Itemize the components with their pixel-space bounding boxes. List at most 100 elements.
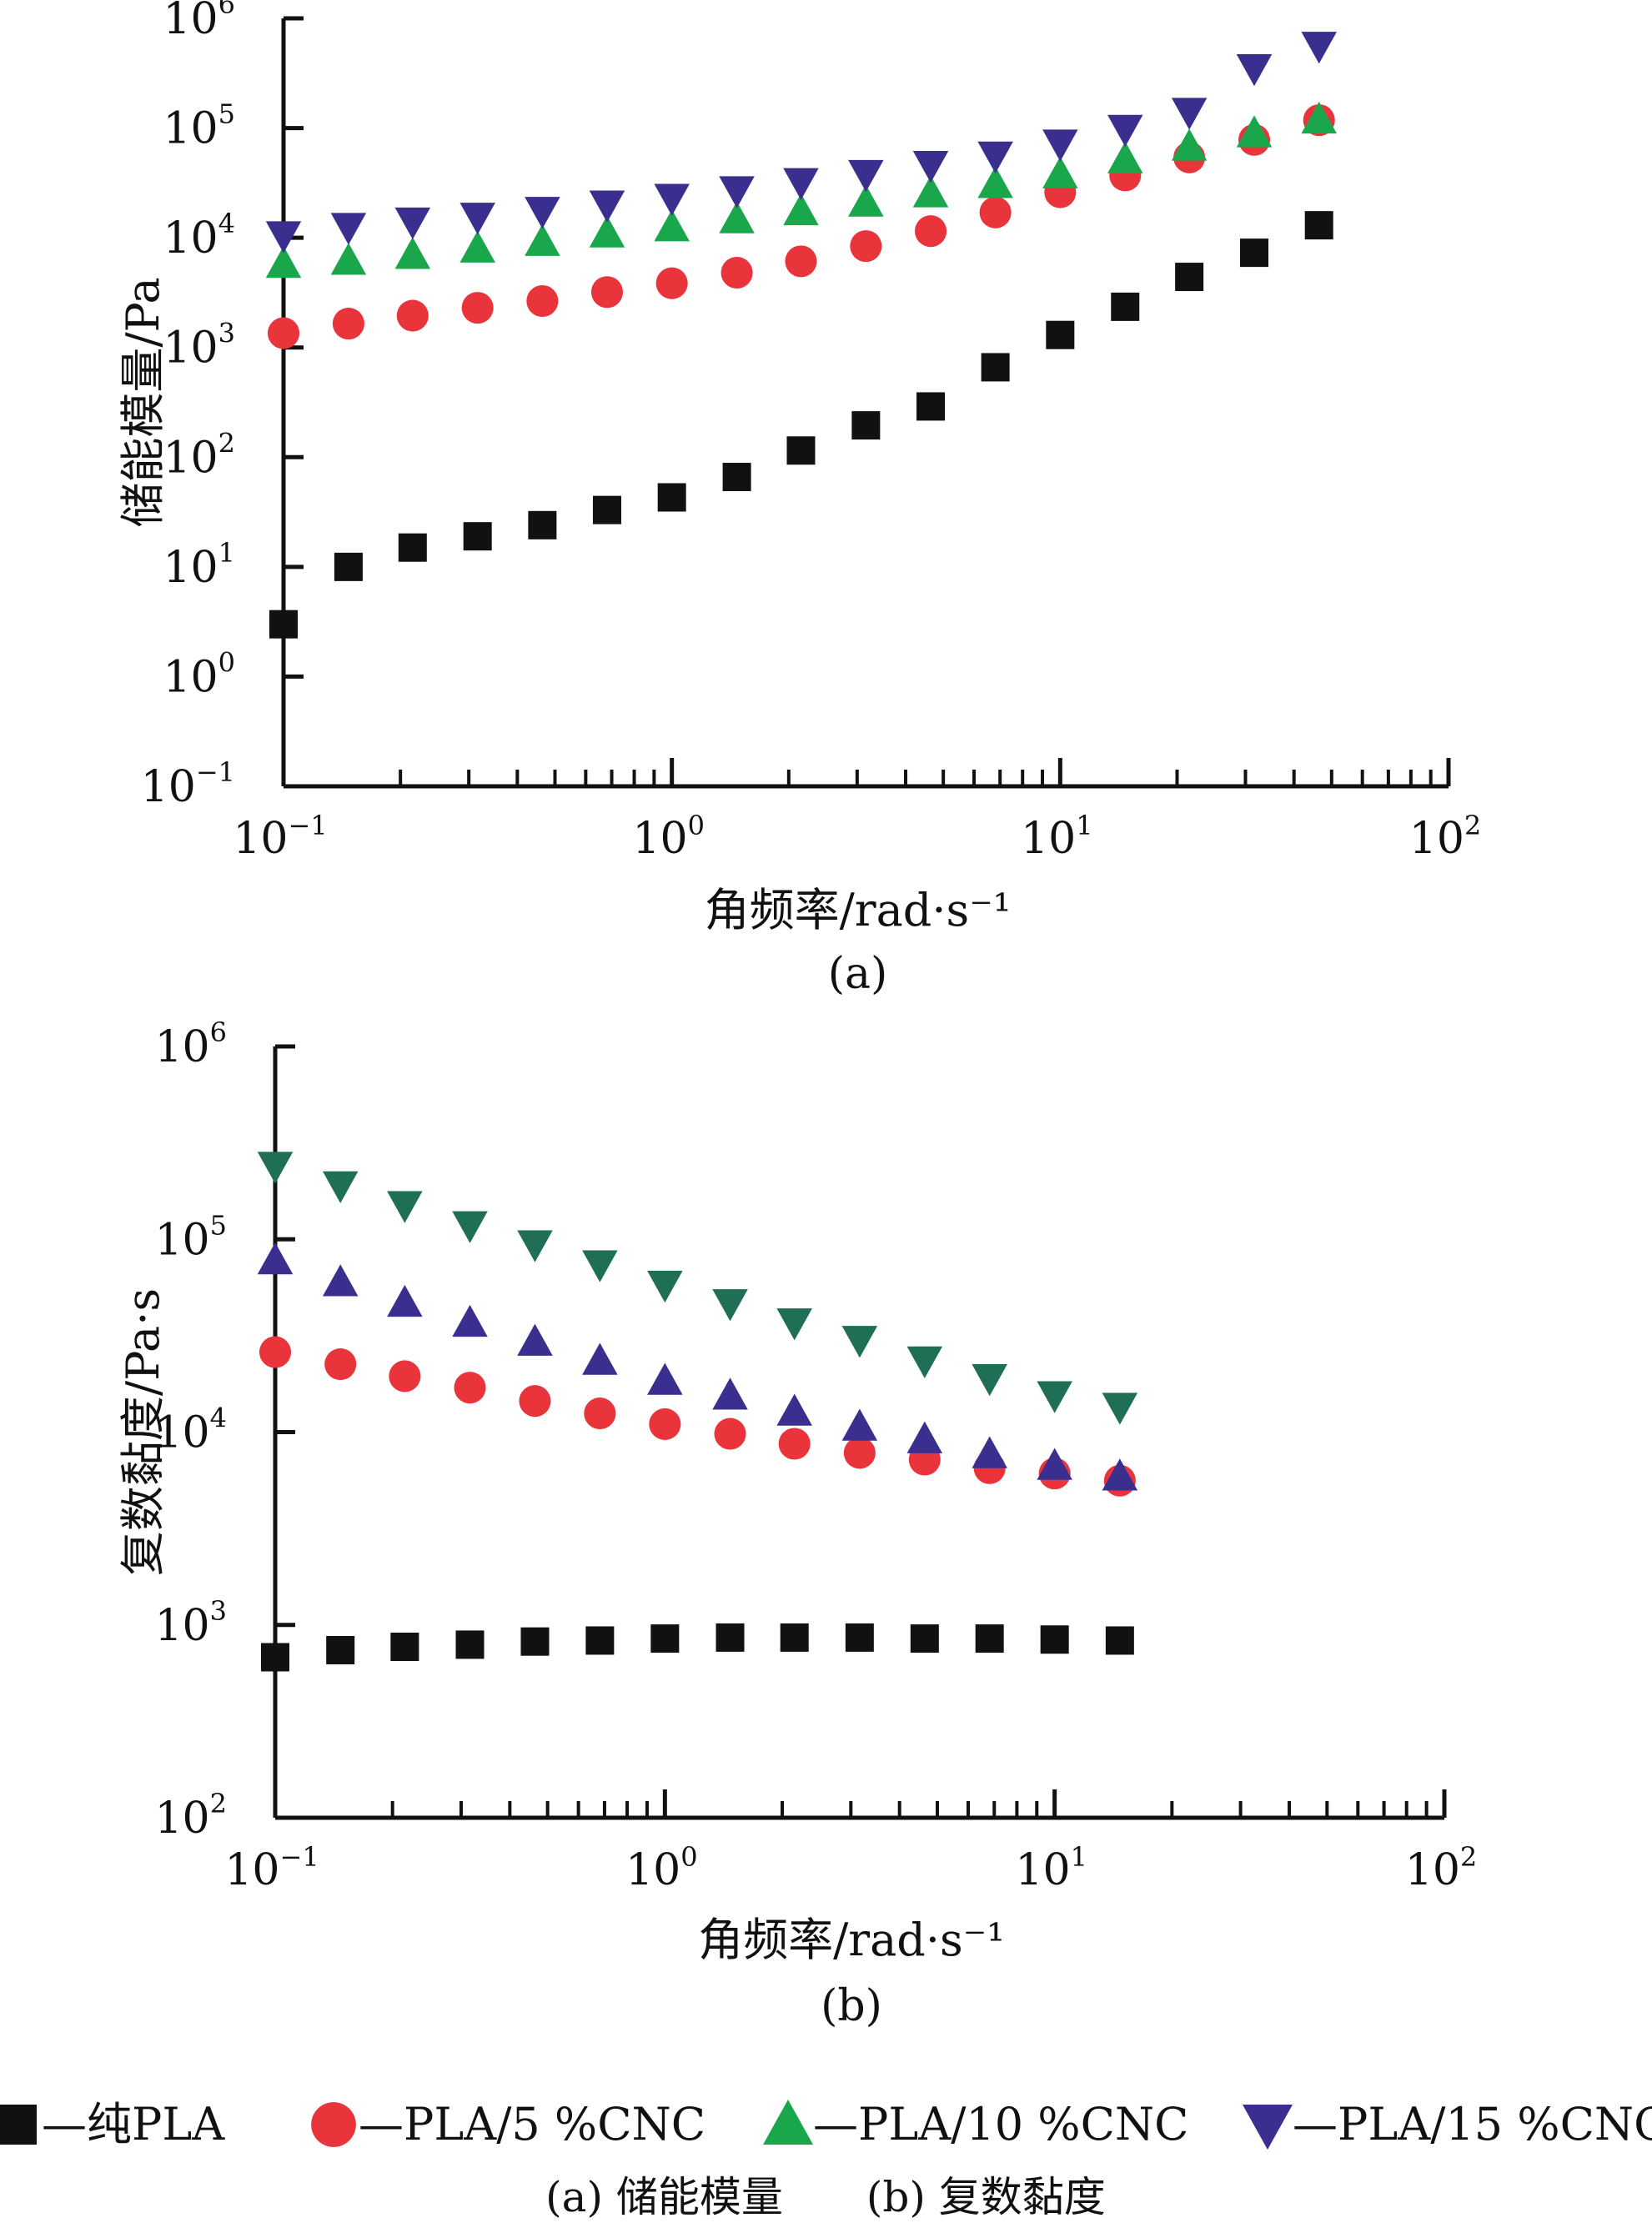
data-point (1171, 128, 1208, 161)
data-point (330, 213, 367, 245)
y-axis-title: 复数黏度/Pa·s (117, 1288, 169, 1576)
series-2 (265, 101, 1337, 278)
data-point (324, 1348, 357, 1381)
data-point (851, 411, 881, 440)
data-point (1102, 1392, 1138, 1425)
legend-item: —PLA/5 %CNC (311, 2098, 705, 2150)
data-point (589, 215, 625, 248)
data-point (520, 1627, 550, 1656)
legend-item: —纯PLA (0, 2098, 225, 2150)
data-point (259, 1336, 292, 1368)
legend: —纯PLA —PLA/5 %CNC —PLA/10 %CNC —PLA/15 %CNC (0, 2098, 1652, 2150)
data-point (590, 276, 624, 309)
data-point (1042, 156, 1078, 188)
data-point (981, 353, 1010, 382)
x-tick-label: 101 (1021, 810, 1093, 864)
data-point (584, 1398, 616, 1430)
data-point (850, 230, 882, 263)
data-point (977, 166, 1013, 198)
data-point (848, 184, 884, 217)
data-point (916, 392, 946, 421)
data-point (647, 1270, 683, 1303)
x-axis-title: 角频率/rad·s⁻¹ (698, 1914, 1005, 1966)
series-3 (265, 32, 1337, 253)
data-point (783, 193, 819, 226)
data-point (649, 1408, 681, 1440)
y-tick-label: 100 (163, 646, 235, 702)
data-point (915, 215, 947, 248)
data-point (975, 1624, 1004, 1653)
y-tick-label: 103 (163, 318, 235, 374)
data-point (459, 230, 495, 263)
data-point (322, 1171, 359, 1204)
legend-item: —PLA/15 %CNC (1243, 2098, 1652, 2150)
x-tick-label: 100 (632, 810, 705, 864)
data-point (454, 1372, 486, 1404)
legend-label: —PLA/10 %CNC (813, 2098, 1188, 2150)
data-point (582, 1250, 618, 1282)
data-point (721, 257, 753, 289)
x-tick-label: 102 (1409, 810, 1482, 864)
data-point (1236, 53, 1273, 87)
data-point (1037, 1448, 1072, 1480)
data-point (525, 197, 560, 229)
data-point (716, 1623, 745, 1652)
data-point (780, 1623, 809, 1652)
data-point (1037, 1381, 1072, 1413)
legend-label: —PLA/5 %CNC (359, 2098, 705, 2150)
data-point (322, 1264, 359, 1297)
panel-a: 10−1 100 101 102 10−1 100 101 102 103 104 105 106 角频… (117, 0, 1481, 999)
data-point (525, 223, 560, 256)
data-point (463, 522, 492, 551)
legend-label: —纯PLA (42, 2098, 225, 2150)
data-point (786, 436, 816, 465)
series-2 (257, 1242, 1138, 1491)
series-0 (261, 1623, 1134, 1672)
data-point (592, 495, 621, 524)
data-point (582, 1342, 618, 1375)
data-point (719, 176, 755, 208)
y-tick-label: 102 (163, 427, 235, 483)
data-point (526, 284, 559, 318)
x-tick-label: 10−1 (224, 1841, 319, 1895)
data-point (841, 1326, 878, 1358)
data-point (257, 1242, 294, 1275)
data-point (1042, 129, 1078, 162)
data-point (517, 1230, 553, 1262)
data-point (387, 1284, 423, 1317)
data-point (452, 1211, 488, 1243)
data-point (589, 190, 625, 223)
data-point (267, 317, 300, 349)
data-point (912, 150, 949, 183)
data-point (906, 1421, 943, 1453)
data-point (1107, 141, 1143, 173)
data-point (841, 1408, 878, 1441)
data-point (1304, 211, 1333, 240)
data-point (1236, 115, 1273, 148)
data-point (972, 1364, 1007, 1397)
data-point (265, 246, 302, 278)
x-axis-title: 角频率/rad·s⁻¹ (705, 884, 1012, 936)
y-tick-label: 104 (163, 208, 235, 263)
data-point (1105, 1626, 1134, 1655)
data-point (1301, 32, 1337, 64)
data-point (845, 1623, 874, 1652)
data-point (389, 1360, 421, 1392)
data-point (1102, 1458, 1138, 1491)
y-tick-label: 105 (154, 1209, 227, 1265)
data-point (452, 1304, 488, 1337)
data-point (394, 207, 431, 240)
data-point (332, 308, 364, 340)
data-point (461, 292, 494, 324)
data-point (1175, 263, 1204, 292)
data-point (785, 245, 817, 278)
data-point (714, 1418, 746, 1450)
data-point (722, 463, 751, 492)
y-tick-label: 106 (154, 1016, 227, 1072)
data-point (517, 1323, 553, 1356)
data-point (261, 1643, 289, 1672)
data-point (654, 183, 690, 216)
panel-label: (b) (821, 1981, 882, 2031)
data-point (387, 1191, 423, 1223)
data-point (1240, 238, 1269, 268)
